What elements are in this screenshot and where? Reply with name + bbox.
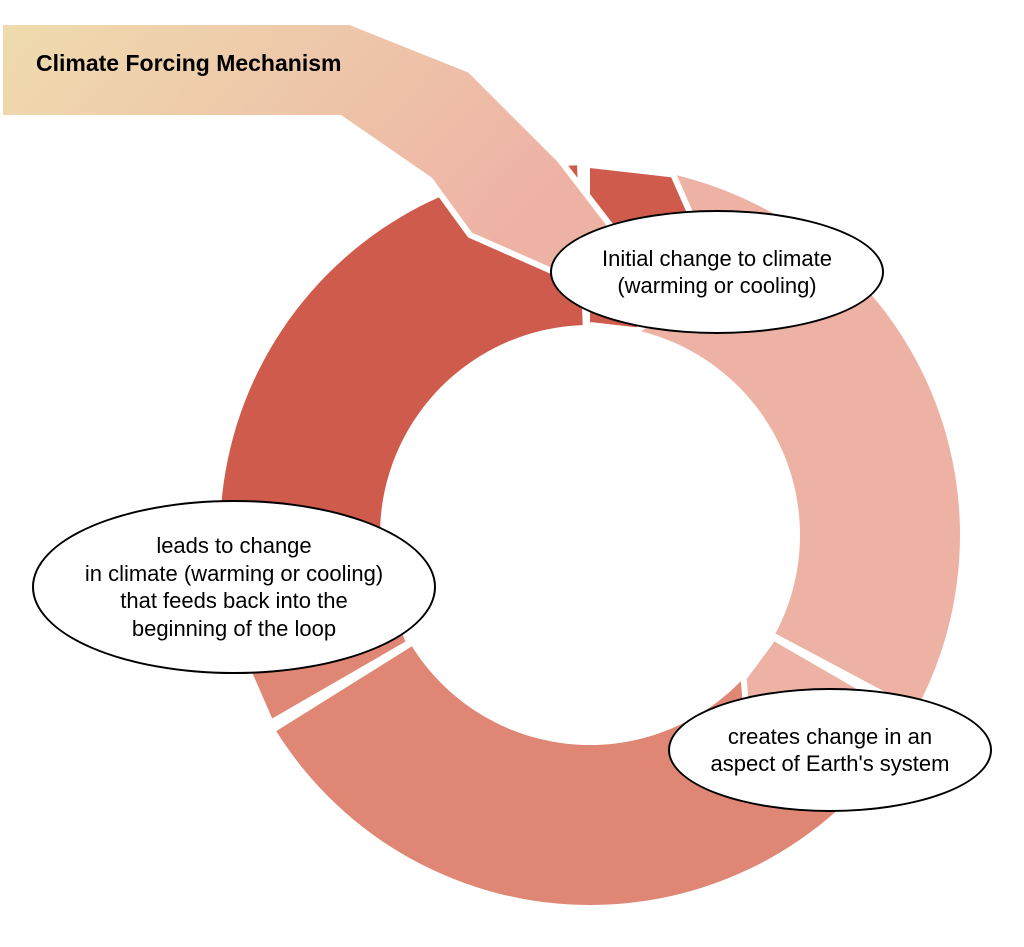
trigger-label: Climate Forcing Mechanism	[36, 50, 341, 77]
bubble-text: Initial change to climate(warming or coo…	[588, 237, 846, 308]
diagram-stage: Climate Forcing Mechanism Initial change…	[0, 0, 1024, 947]
bubble-b3: leads to changein climate (warming or co…	[32, 500, 436, 674]
bubble-b2: creates change in anaspect of Earth's sy…	[668, 688, 992, 812]
bubble-b1: Initial change to climate(warming or coo…	[550, 210, 884, 334]
bubble-text: leads to changein climate (warming or co…	[71, 524, 397, 650]
bubble-text: creates change in anaspect of Earth's sy…	[697, 715, 964, 786]
